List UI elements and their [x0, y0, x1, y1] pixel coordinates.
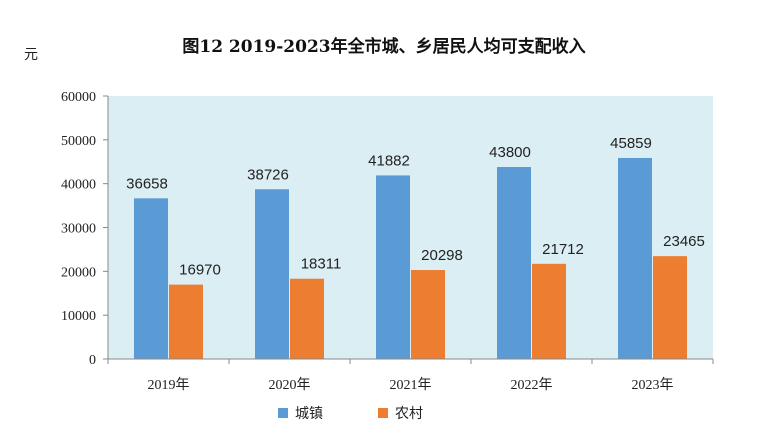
legend-swatch-农村 [378, 408, 388, 418]
y-tick-label: 0 [89, 353, 96, 368]
bar-城镇-2020年 [255, 189, 289, 359]
bar-城镇-2021年 [376, 175, 410, 359]
data-label: 21712 [542, 241, 584, 258]
bar-农村-2021年 [411, 270, 445, 359]
data-label: 38726 [247, 166, 289, 183]
x-tick-label: 2023年 [632, 377, 674, 393]
y-tick-label: 50000 [61, 134, 96, 149]
x-tick-label: 2021年 [390, 377, 432, 393]
x-tick-label: 2022年 [511, 377, 553, 393]
y-axis-unit: 元 [24, 47, 38, 63]
data-label: 16970 [179, 262, 221, 279]
x-tick-label: 2020年 [269, 377, 311, 393]
data-label: 41882 [368, 152, 410, 169]
legend-swatch-城镇 [278, 408, 288, 418]
data-label: 20298 [421, 247, 463, 264]
plot-area [108, 96, 713, 359]
y-tick-label: 10000 [61, 309, 96, 324]
bar-农村-2019年 [169, 284, 203, 359]
x-tick-label: 2019年 [148, 377, 190, 393]
data-label: 43800 [489, 144, 531, 161]
y-tick-label: 20000 [61, 265, 96, 280]
bar-农村-2020年 [290, 278, 324, 359]
data-label: 45859 [610, 135, 652, 152]
data-label: 23465 [663, 233, 705, 250]
legend-label-农村: 农村 [395, 406, 423, 422]
y-tick-label: 40000 [61, 178, 96, 193]
data-label: 18311 [301, 256, 342, 273]
bar-城镇-2019年 [134, 198, 168, 359]
legend-label-城镇: 城镇 [295, 406, 323, 422]
y-tick-label: 60000 [61, 90, 96, 105]
y-tick-label: 30000 [61, 222, 96, 237]
bar-城镇-2022年 [497, 167, 531, 359]
bar-城镇-2023年 [618, 157, 652, 359]
bar-农村-2022年 [532, 263, 566, 359]
chart-title: 图12 2019-2023年全市城、乡居民人均可支配收入 [182, 37, 586, 57]
bar-农村-2023年 [653, 256, 687, 359]
data-label: 36658 [126, 175, 168, 192]
